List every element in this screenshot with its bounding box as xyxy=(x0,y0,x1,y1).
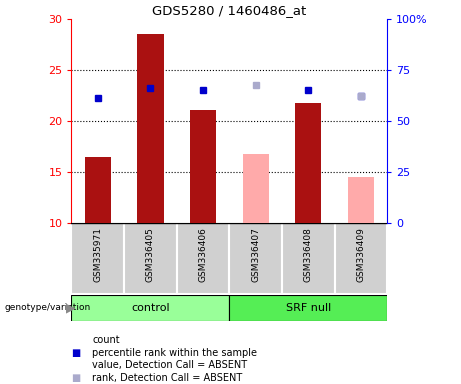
Text: ▶: ▶ xyxy=(66,301,76,314)
Text: control: control xyxy=(131,303,170,313)
Bar xyxy=(85,157,111,223)
Bar xyxy=(335,223,387,294)
Text: SRF null: SRF null xyxy=(286,303,331,313)
Text: ■: ■ xyxy=(71,348,81,358)
Text: genotype/variation: genotype/variation xyxy=(5,303,91,312)
Bar xyxy=(295,103,321,223)
Bar xyxy=(190,110,216,223)
Text: ■: ■ xyxy=(71,373,81,383)
Text: value, Detection Call = ABSENT: value, Detection Call = ABSENT xyxy=(92,360,247,370)
Text: GSM336406: GSM336406 xyxy=(199,227,207,282)
Bar xyxy=(229,295,387,321)
Bar xyxy=(71,223,124,294)
Title: GDS5280 / 1460486_at: GDS5280 / 1460486_at xyxy=(152,3,307,17)
Text: GSM336407: GSM336407 xyxy=(251,227,260,282)
Text: GSM335971: GSM335971 xyxy=(93,227,102,282)
Text: percentile rank within the sample: percentile rank within the sample xyxy=(92,348,257,358)
Bar xyxy=(229,223,282,294)
Text: rank, Detection Call = ABSENT: rank, Detection Call = ABSENT xyxy=(92,373,242,383)
Bar xyxy=(282,223,335,294)
Bar xyxy=(177,223,229,294)
Bar xyxy=(71,295,229,321)
Text: GSM336405: GSM336405 xyxy=(146,227,155,282)
Bar xyxy=(348,177,374,223)
Bar xyxy=(242,154,269,223)
Text: count: count xyxy=(92,335,120,345)
Text: GSM336409: GSM336409 xyxy=(356,227,366,282)
Bar xyxy=(137,35,164,223)
Bar xyxy=(124,223,177,294)
Text: GSM336408: GSM336408 xyxy=(304,227,313,282)
